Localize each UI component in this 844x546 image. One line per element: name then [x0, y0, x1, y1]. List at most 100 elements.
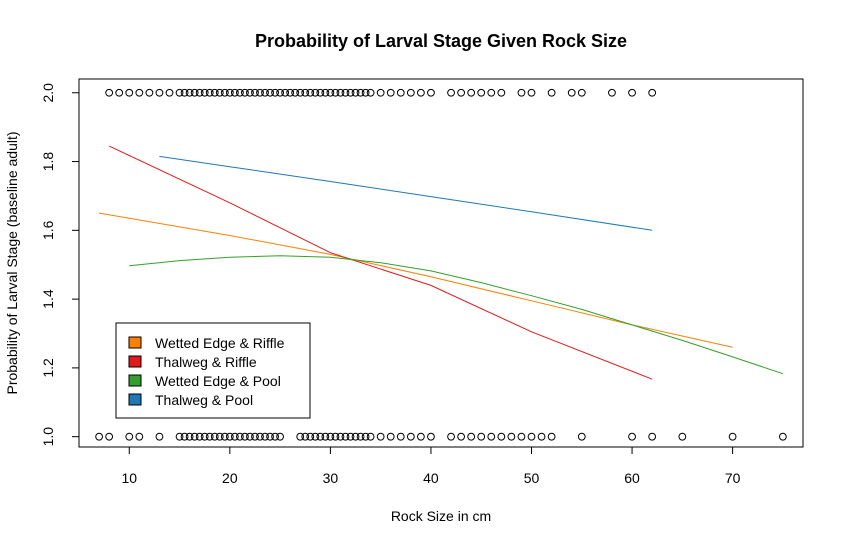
x-tick-label: 60	[624, 470, 640, 486]
data-point	[296, 88, 305, 97]
data-point	[195, 432, 204, 441]
data-point	[778, 432, 787, 441]
data-point	[241, 88, 249, 97]
data-point	[346, 432, 355, 441]
data-point	[396, 88, 405, 97]
x-tick-label: 20	[222, 470, 238, 486]
data-point	[205, 432, 214, 441]
data-point	[376, 88, 385, 97]
data-point	[281, 88, 290, 97]
y-tick-label: 1.4	[40, 289, 56, 309]
data-point	[356, 88, 365, 97]
data-point	[361, 432, 370, 441]
data-point	[361, 88, 370, 97]
data-point	[276, 432, 285, 441]
data-point	[190, 88, 199, 97]
data-point	[577, 88, 586, 97]
data-point	[180, 88, 189, 97]
data-point	[246, 88, 254, 97]
data-point	[648, 432, 657, 441]
data-point	[235, 432, 244, 441]
data-point	[728, 432, 737, 441]
data-point	[230, 432, 239, 441]
legend-label: Wetted Edge & Riffle	[155, 335, 285, 351]
data-point	[366, 88, 375, 97]
data-point	[271, 432, 279, 441]
data-point	[185, 88, 194, 97]
data-point	[406, 432, 415, 441]
data-point	[326, 432, 335, 441]
data-point	[125, 432, 134, 441]
data-point	[356, 432, 365, 441]
data-point	[517, 88, 526, 97]
data-point	[311, 88, 320, 97]
data-point	[195, 88, 204, 97]
data-point	[125, 88, 134, 97]
data-point	[331, 88, 340, 97]
data-point	[165, 88, 174, 97]
data-point	[200, 88, 209, 97]
data-point	[266, 432, 274, 441]
x-tick-label: 10	[121, 470, 137, 486]
data-point	[321, 88, 330, 97]
data-point	[261, 88, 269, 97]
data-point	[537, 432, 546, 441]
data-point	[155, 432, 164, 441]
data-point	[115, 88, 124, 97]
data-point	[467, 432, 476, 441]
data-point	[477, 432, 486, 441]
data-point	[251, 432, 259, 441]
data-point	[311, 432, 320, 441]
data-point	[235, 88, 244, 97]
data-point	[286, 88, 295, 97]
x-tick-label: 40	[423, 470, 439, 486]
data-point	[210, 432, 219, 441]
data-point	[215, 432, 224, 441]
data-point	[457, 432, 466, 441]
data-point	[105, 88, 114, 97]
data-point	[291, 88, 300, 97]
data-point	[628, 432, 636, 441]
legend-box	[115, 322, 311, 419]
data-point	[175, 88, 184, 97]
data-point	[341, 88, 350, 97]
data-point	[210, 88, 219, 97]
data-point	[447, 88, 455, 97]
data-point	[220, 88, 229, 97]
data-point	[261, 432, 269, 441]
data-point	[608, 88, 616, 97]
data-point	[351, 432, 360, 441]
legend-label: Thalweg & Pool	[155, 392, 253, 408]
legend-swatch	[128, 355, 142, 368]
data-point	[225, 88, 234, 97]
data-point	[487, 432, 496, 441]
data-point	[346, 88, 355, 97]
data-point	[351, 88, 360, 97]
y-tick-label: 1.0	[40, 427, 56, 447]
data-point	[628, 88, 636, 97]
data-point	[135, 88, 144, 97]
data-point	[321, 432, 330, 441]
data-point	[567, 88, 576, 97]
data-point	[205, 88, 214, 97]
data-point	[220, 432, 229, 441]
series-line	[108, 145, 653, 380]
x-axis: 10 20 30 40 50 60 70	[121, 446, 741, 486]
data-point	[497, 88, 506, 97]
data-point	[271, 88, 279, 97]
y-axis-label: Probability of Larval Stage (baseline ad…	[4, 131, 20, 394]
series-line	[159, 155, 653, 231]
y-tick-label: 1.2	[40, 358, 56, 378]
legend-swatch	[128, 336, 142, 349]
data-point	[190, 432, 199, 441]
x-tick-label: 30	[323, 470, 339, 486]
data-point	[276, 88, 285, 97]
data-point	[427, 432, 435, 441]
data-points	[95, 88, 787, 441]
data-point	[246, 432, 254, 441]
legend-label: Thalweg & Riffle	[155, 354, 257, 370]
y-tick-label: 1.6	[40, 220, 56, 240]
x-tick-label: 70	[725, 470, 741, 486]
data-point	[316, 88, 325, 97]
